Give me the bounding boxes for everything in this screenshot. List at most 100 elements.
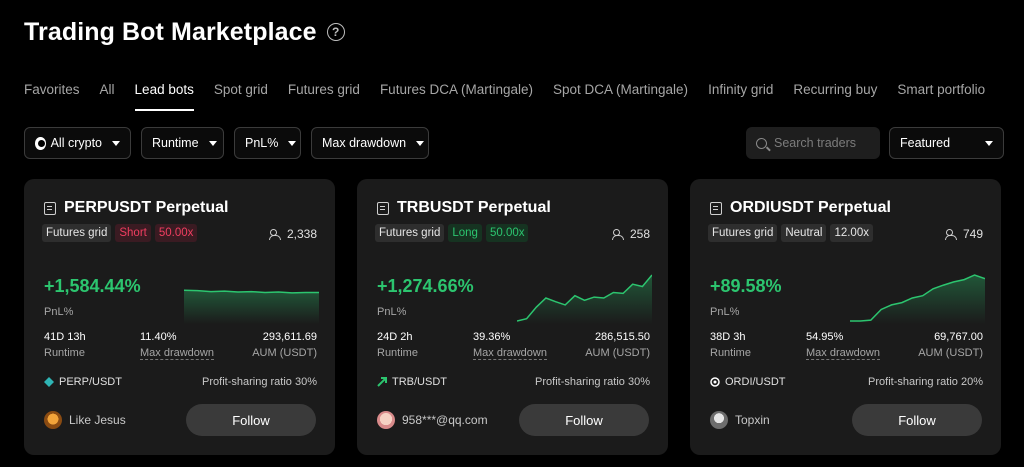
- runtime-stat: 38D 3h Runtime: [710, 331, 751, 359]
- drawdown-stat: 39.36% Max drawdown: [473, 331, 547, 360]
- avatar: [44, 411, 62, 429]
- sparkline-area: [184, 290, 319, 324]
- pair-label: PERP/USDT: [59, 376, 122, 388]
- bot-icon: [710, 201, 722, 215]
- sparkline-line: [184, 289, 319, 294]
- leverage-tag: 50.00x: [154, 224, 198, 242]
- direction-tag: Short: [115, 224, 151, 242]
- bot-card[interactable]: TRBUSDT Perpetual Futures grid Long 50.0…: [357, 179, 668, 455]
- chevron-down-icon: [112, 140, 120, 146]
- tag-row: Futures grid Long 50.00x: [375, 224, 532, 242]
- chevron-down-icon: [208, 140, 217, 146]
- trader-name: Like Jesus: [69, 413, 126, 427]
- pnl-filter[interactable]: PnL%: [234, 127, 301, 159]
- follow-button[interactable]: Follow: [519, 404, 649, 436]
- copiers-value: 2,338: [286, 227, 317, 241]
- tab-recurring-buy[interactable]: Recurring buy: [793, 82, 878, 97]
- drawdown-value: 11.40%: [140, 331, 177, 343]
- bot-card[interactable]: ORDIUSDT Perpetual Futures grid Neutral …: [690, 179, 1001, 455]
- bot-icon: [377, 201, 389, 215]
- copiers-count: 2,338: [268, 227, 317, 241]
- trb-coin-icon: [377, 377, 387, 387]
- runtime-value: 24D 2h: [377, 331, 413, 343]
- sort-select[interactable]: Featured: [889, 127, 1004, 159]
- direction-tag: Neutral: [781, 224, 827, 242]
- tab-infinity-grid[interactable]: Infinity grid: [708, 82, 774, 97]
- page-header: Trading Bot Marketplace ?: [24, 16, 345, 48]
- runtime-label: Runtime: [44, 347, 85, 359]
- aum-value: 69,767.00: [934, 331, 983, 343]
- pair-row: PERP/USDT: [44, 376, 122, 388]
- sparkline-area: [517, 275, 652, 324]
- pnl-sparkline: [517, 274, 652, 324]
- aum-stat: 69,767.00 AUM (USDT): [918, 331, 983, 359]
- crypto-icon: [35, 136, 46, 150]
- runtime-filter[interactable]: Runtime: [141, 127, 224, 159]
- pnl-value: +1,584.44%: [44, 276, 141, 296]
- people-icon: [268, 228, 283, 240]
- drawdown-stat: 11.40% Max drawdown: [140, 331, 214, 360]
- crypto-filter[interactable]: All crypto: [24, 127, 131, 159]
- trader-name: 958***@qq.com: [402, 413, 488, 427]
- pnl-label: PnL%: [44, 306, 74, 318]
- trader-info[interactable]: Like Jesus: [44, 411, 126, 429]
- search-input[interactable]: [774, 136, 874, 150]
- tag-row: Futures grid Short 50.00x: [42, 224, 201, 242]
- ordi-coin-icon: [710, 377, 720, 387]
- chevron-down-icon: [288, 140, 297, 146]
- sparkline-line: [850, 274, 985, 322]
- avatar: [710, 411, 728, 429]
- crypto-filter-label: All crypto: [50, 136, 102, 150]
- aum-label: AUM (USDT): [585, 347, 650, 359]
- tab-favorites[interactable]: Favorites: [24, 82, 80, 97]
- card-title-row: TRBUSDT Perpetual: [377, 199, 551, 217]
- tag-row: Futures grid Neutral 12.00x: [708, 224, 877, 242]
- aum-value: 286,515.50: [594, 331, 650, 343]
- aum-stat: 293,611.69 AUM (USDT): [252, 331, 317, 359]
- profit-sharing: Profit-sharing ratio 20%: [868, 376, 983, 388]
- tab-futures-grid[interactable]: Futures grid: [287, 82, 360, 97]
- pair-row: ORDI/USDT: [710, 376, 786, 388]
- sort-select-label: Featured: [900, 136, 951, 150]
- help-icon[interactable]: ?: [326, 23, 345, 41]
- aum-label: AUM (USDT): [918, 347, 983, 359]
- trader-info[interactable]: Topxin: [710, 411, 770, 429]
- tab-smart-portfolio[interactable]: Smart portfolio: [897, 82, 986, 97]
- tab-spot-grid[interactable]: Spot grid: [213, 82, 268, 97]
- bot-type-tag: Futures grid: [708, 224, 778, 242]
- sparkline-line: [517, 274, 652, 322]
- tab-lead-bots[interactable]: Lead bots: [134, 80, 195, 111]
- pnl-value: +89.58%: [710, 276, 782, 296]
- page-title: Trading Bot Marketplace: [24, 17, 317, 46]
- runtime-stat: 24D 2h Runtime: [377, 331, 418, 359]
- pair-row: TRB/USDT: [377, 376, 447, 388]
- bot-type-tag: Futures grid: [42, 224, 112, 242]
- tab-futures-dca[interactable]: Futures DCA (Martingale): [379, 82, 533, 97]
- category-tabs: Favorites All Lead bots Spot grid Future…: [24, 80, 1005, 111]
- direction-tag: Long: [448, 224, 482, 242]
- pnl-value: +1,274.66%: [377, 276, 474, 296]
- card-title-row: PERPUSDT Perpetual: [44, 199, 228, 217]
- sparkline-area: [850, 275, 985, 324]
- follow-button[interactable]: Follow: [186, 404, 316, 436]
- copiers-value: 749: [962, 227, 983, 241]
- drawdown-filter[interactable]: Max drawdown: [311, 127, 429, 159]
- search-icon: [756, 137, 767, 149]
- people-icon: [611, 228, 626, 240]
- drawdown-value: 39.36%: [473, 331, 511, 343]
- bot-card[interactable]: PERPUSDT Perpetual Futures grid Short 50…: [24, 179, 335, 455]
- follow-button[interactable]: Follow: [852, 404, 982, 436]
- trader-info[interactable]: 958***@qq.com: [377, 411, 488, 429]
- chevron-down-icon: [416, 140, 425, 146]
- tab-all[interactable]: All: [99, 82, 115, 97]
- copiers-count: 258: [611, 227, 650, 241]
- drawdown-label: Max drawdown: [473, 347, 547, 360]
- runtime-value: 41D 13h: [44, 331, 86, 343]
- leverage-tag: 12.00x: [830, 224, 873, 242]
- drawdown-label: Max drawdown: [140, 347, 214, 360]
- drawdown-filter-label: Max drawdown: [322, 136, 407, 150]
- search-box: [746, 127, 880, 159]
- aum-label: AUM (USDT): [252, 347, 317, 359]
- chevron-down-icon: [985, 140, 993, 146]
- tab-spot-dca[interactable]: Spot DCA (Martingale): [553, 82, 689, 97]
